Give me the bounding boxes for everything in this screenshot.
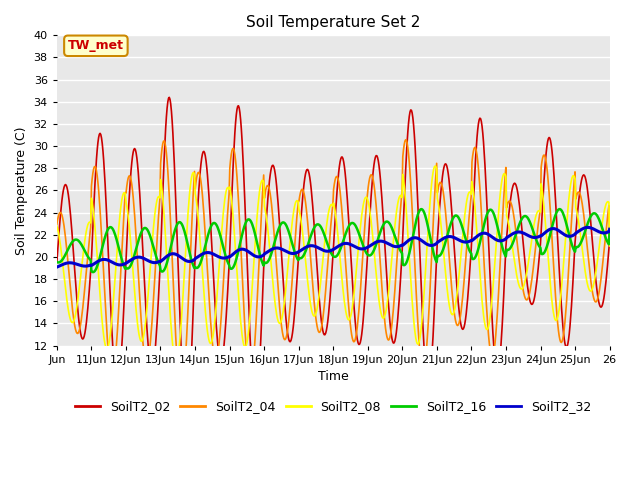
SoilT2_04 (402, 137, 410, 143)
SoilT2_32 (118, 262, 125, 268)
SoilT2_04 (248, 375, 255, 381)
SoilT2_16 (89, 269, 97, 275)
SoilT2_04 (220, 268, 228, 274)
SoilT2_16 (53, 259, 61, 265)
SoilT2_08 (431, 163, 439, 169)
SoilT2_08 (391, 223, 399, 229)
SoilT2_16 (220, 247, 228, 253)
SoilT2_02 (53, 260, 61, 265)
SoilT2_08 (606, 243, 614, 249)
SoilT2_32 (421, 240, 429, 246)
SoilT2_04 (178, 392, 186, 397)
Line: SoilT2_04: SoilT2_04 (57, 140, 610, 395)
SoilT2_16 (248, 219, 255, 225)
Line: SoilT2_32: SoilT2_32 (57, 228, 610, 267)
SoilT2_16 (118, 259, 126, 264)
SoilT2_02 (183, 415, 191, 421)
SoilT2_08 (422, 263, 429, 269)
Line: SoilT2_16: SoilT2_16 (57, 209, 610, 272)
Line: SoilT2_02: SoilT2_02 (57, 97, 610, 418)
SoilT2_02 (423, 377, 431, 383)
SoilT2_04 (391, 288, 399, 293)
SoilT2_16 (606, 227, 614, 232)
SoilT2_08 (172, 359, 180, 365)
SoilT2_16 (269, 248, 276, 253)
SoilT2_08 (248, 295, 255, 301)
Title: Soil Temperature Set 2: Soil Temperature Set 2 (246, 15, 420, 30)
Legend: SoilT2_02, SoilT2_04, SoilT2_08, SoilT2_16, SoilT2_32: SoilT2_02, SoilT2_04, SoilT2_08, SoilT2_… (70, 396, 596, 418)
SoilT2_02 (165, 95, 173, 100)
SoilT2_32 (220, 255, 227, 261)
SoilT2_02 (221, 334, 228, 339)
SoilT2_08 (269, 274, 276, 280)
X-axis label: Time: Time (318, 370, 349, 383)
SoilT2_16 (391, 233, 399, 239)
SoilT2_04 (606, 243, 614, 249)
SoilT2_32 (606, 227, 614, 232)
Text: TW_met: TW_met (68, 39, 124, 52)
SoilT2_32 (584, 225, 592, 230)
SoilT2_32 (390, 243, 398, 249)
SoilT2_32 (247, 251, 255, 256)
Line: SoilT2_08: SoilT2_08 (57, 166, 610, 362)
SoilT2_02 (269, 162, 277, 168)
SoilT2_16 (418, 206, 426, 212)
SoilT2_02 (248, 374, 256, 380)
SoilT2_32 (53, 264, 61, 270)
SoilT2_04 (53, 221, 61, 227)
SoilT2_02 (606, 238, 614, 243)
SoilT2_04 (118, 250, 125, 255)
SoilT2_32 (268, 247, 275, 252)
SoilT2_04 (423, 346, 431, 351)
SoilT2_04 (269, 209, 276, 215)
SoilT2_02 (118, 346, 125, 351)
SoilT2_08 (53, 223, 61, 229)
SoilT2_08 (220, 203, 228, 208)
SoilT2_02 (392, 335, 399, 340)
Y-axis label: Soil Temperature (C): Soil Temperature (C) (15, 126, 28, 255)
SoilT2_08 (118, 198, 125, 204)
SoilT2_16 (423, 217, 431, 223)
